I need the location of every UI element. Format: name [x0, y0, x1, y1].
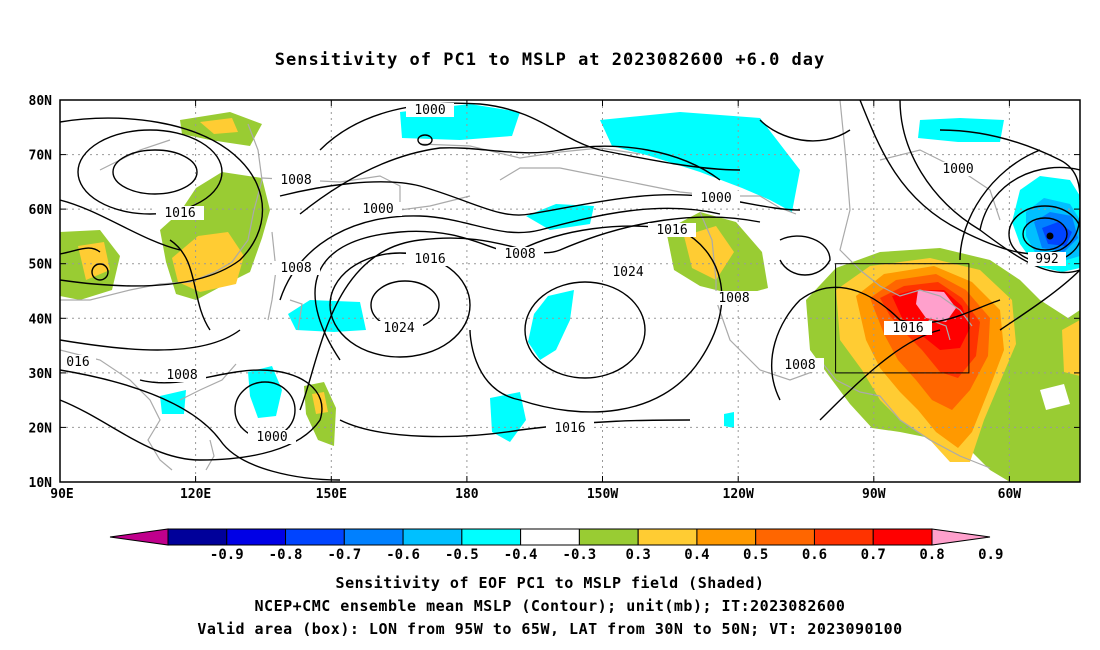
lon-label: 90W	[862, 487, 886, 502]
lat-label: 20N	[29, 421, 53, 436]
colorbar-swatch	[343, 528, 404, 546]
colorbar-swatch	[872, 528, 933, 546]
colorbar-swatch	[167, 528, 228, 546]
contour-label: 1016	[892, 321, 923, 336]
lon-label: 150W	[587, 487, 618, 502]
colorbar-tick-label: -0.7	[327, 547, 361, 563]
contour-label: 1008	[504, 247, 535, 262]
colorbar-tick-label: 0.6	[802, 547, 827, 563]
contour-label: 016	[66, 355, 89, 370]
caption-valid-area: Valid area (box): LON from 95W to 65W, L…	[197, 620, 903, 638]
lat-label: 60N	[29, 203, 53, 218]
sensitivity-shading-negative	[160, 104, 1080, 442]
colorbar-swatch	[696, 528, 757, 546]
colorbar-tick-label: 0.5	[743, 547, 768, 563]
colorbar-swatch	[578, 528, 639, 546]
contour-label: 1008	[280, 261, 311, 276]
colorbar-tick-label: 0.9	[978, 547, 1003, 563]
lon-label: 180	[455, 487, 479, 502]
colorbar-swatch	[285, 528, 345, 546]
lat-label: 80N	[29, 94, 53, 109]
colorbar-tick-label: 0.4	[684, 547, 709, 563]
contour-label: 1000	[256, 430, 287, 445]
colorbar-swatch	[461, 528, 522, 546]
contour-label: 1016	[164, 206, 195, 221]
low-center-marker	[1046, 232, 1054, 240]
lon-label: 60W	[998, 487, 1022, 502]
axis-ticks	[60, 99, 1080, 483]
contour-labels: 1000 1008 1016 1016 1000 1008 1016 1008 …	[60, 103, 1066, 445]
contour-label: 992	[1035, 252, 1058, 267]
colorbar-tick-label: 0.3	[626, 547, 651, 563]
longitude-labels: 90E 120E 150E 180 150W 120W 90W 60W	[50, 487, 1021, 502]
colorbar-tick-label: -0.8	[269, 547, 303, 563]
lat-label: 30N	[29, 367, 53, 382]
colorbar-swatch	[402, 528, 463, 546]
map-frame	[59, 99, 1081, 483]
caption-contour: NCEP+CMC ensemble mean MSLP (Contour); u…	[254, 597, 846, 615]
contour-label: 1000	[414, 103, 445, 118]
colorbar-tick-label: 0.7	[861, 547, 886, 563]
colorbar-swatch	[813, 528, 874, 546]
colorbar	[109, 528, 991, 546]
contour-label: 1016	[656, 223, 687, 238]
caption-shaded: Sensitivity of EOF PC1 to MSLP field (Sh…	[335, 574, 765, 592]
contour-label: 1000	[362, 202, 393, 217]
lon-label: 150E	[316, 487, 347, 502]
latitude-labels: 80N 70N 60N 50N 40N 30N 20N 10N	[29, 94, 53, 491]
colorbar-swatch	[226, 528, 287, 546]
colorbar-tick-label: -0.6	[386, 547, 420, 563]
colorbar-tick-label: -0.5	[445, 547, 479, 563]
colorbar-tick-label: -0.3	[563, 547, 597, 563]
colorbar-swatch	[755, 528, 815, 546]
valid-area-box	[835, 263, 970, 374]
contour-label: 1016	[554, 421, 585, 436]
colorbar-labels: -0.9 -0.8 -0.7 -0.6 -0.5 -0.4 -0.3 0.3 0.4 0.5 0.6…	[210, 547, 1004, 563]
lat-label: 70N	[29, 149, 53, 164]
contour-label: 1024	[612, 265, 643, 280]
map-title: Sensitivity of PC1 to MSLP at 2023082600…	[274, 50, 826, 70]
contour-label: 1008	[280, 173, 311, 188]
lon-label: 120W	[723, 487, 754, 502]
contour-label: 1000	[700, 191, 731, 206]
contour-label: 1008	[784, 358, 815, 373]
colorbar-tick-label: -0.4	[504, 547, 538, 563]
contour-label: 1000	[942, 162, 973, 177]
lat-label: 40N	[29, 312, 53, 327]
colorbar-swatch	[637, 528, 698, 546]
contour-label: 1024	[383, 321, 414, 336]
colorbar-swatch	[109, 528, 169, 546]
coastlines	[60, 100, 1001, 471]
lat-label: 10N	[29, 476, 53, 491]
colorbar-swatch	[520, 528, 580, 546]
lon-label: 120E	[180, 487, 211, 502]
grid-lines	[60, 100, 1080, 482]
colorbar-tick-label: -0.9	[210, 547, 244, 563]
contour-label: 1008	[166, 368, 197, 383]
colorbar-tick-label: 0.8	[919, 547, 944, 563]
contour-label: 1016	[414, 252, 445, 267]
lon-label: 90E	[50, 487, 73, 502]
contour-label: 1008	[718, 291, 749, 306]
colorbar-swatch	[931, 528, 991, 546]
lat-label: 50N	[29, 258, 53, 273]
